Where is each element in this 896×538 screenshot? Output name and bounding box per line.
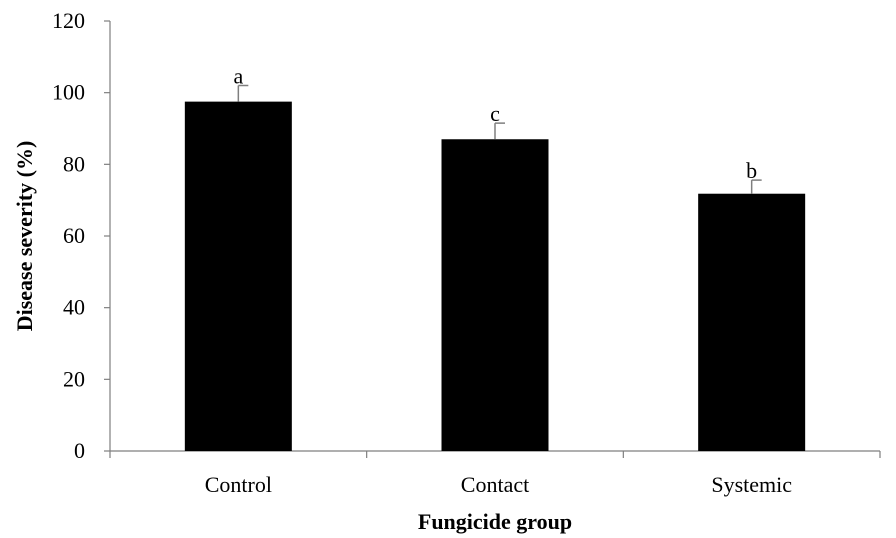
x-axis: Control Contact Systemic xyxy=(109,450,881,497)
bar-control xyxy=(184,101,292,451)
y-axis-title: Disease severity (%) xyxy=(12,141,37,332)
y-tick-label: 100 xyxy=(52,80,85,105)
x-tick-label: Control xyxy=(205,472,272,497)
error-bars xyxy=(237,84,762,194)
y-tick-label: 20 xyxy=(63,366,85,391)
x-tick-label: Systemic xyxy=(711,472,792,497)
error-bar-systemic xyxy=(750,179,762,194)
bars xyxy=(184,101,806,451)
y-tick-label: 120 xyxy=(52,8,85,33)
y-axis: 0 20 40 60 80 100 120 xyxy=(52,8,111,463)
significance-letter-contact: c xyxy=(490,101,500,126)
x-axis-title: Fungicide group xyxy=(418,509,572,534)
y-tick-label: 40 xyxy=(63,295,85,320)
y-tick-label: 0 xyxy=(74,438,85,463)
significance-labels: a c b xyxy=(233,64,757,184)
error-bar-control xyxy=(237,84,249,102)
significance-letter-systemic: b xyxy=(746,158,757,183)
y-tick-label: 80 xyxy=(63,151,85,176)
x-tick-label: Contact xyxy=(461,472,529,497)
error-bar-contact xyxy=(494,122,505,140)
bar-contact xyxy=(441,139,549,451)
y-tick-label: 60 xyxy=(63,223,85,248)
significance-letter-control: a xyxy=(233,64,243,89)
bar-systemic xyxy=(698,193,806,451)
